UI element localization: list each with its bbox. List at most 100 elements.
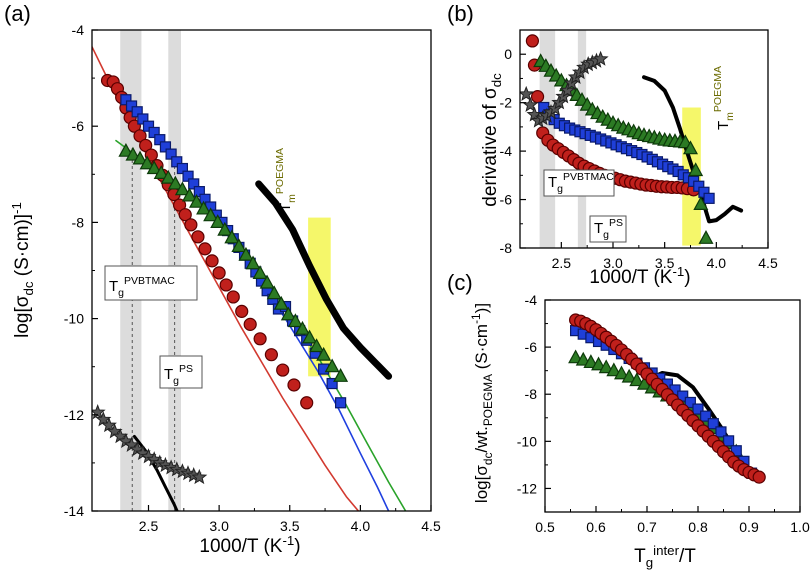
y-axis-label-part: log[σ [12, 295, 33, 338]
data-point [273, 295, 289, 310]
data-point [530, 90, 545, 104]
x-axis-label-part: 1000/T (K [589, 267, 672, 288]
data-point [684, 396, 696, 409]
tg-pvbtmac-label-part: T [109, 278, 118, 295]
data-point [316, 346, 332, 361]
data-point [692, 403, 704, 415]
data-point [191, 230, 205, 244]
y-tick-label: -10 [64, 311, 84, 327]
y-axis-label-part: dc [489, 73, 504, 87]
data-point [196, 200, 212, 215]
y-axis-label-part: dc [481, 453, 495, 466]
data-point [171, 156, 183, 168]
y-tick-label: -2 [500, 95, 513, 111]
plot-area [92, 30, 407, 511]
data-point [154, 134, 166, 146]
data-point [165, 148, 177, 160]
series-gray-stars [520, 50, 609, 128]
data-point [326, 377, 338, 390]
data-point [231, 238, 247, 253]
y-tick-label: 0 [504, 46, 512, 62]
series-green-triangles [118, 142, 349, 382]
data-point [302, 329, 318, 344]
plot-area [520, 30, 744, 248]
panel-label: (a) [4, 1, 31, 26]
data-point [139, 155, 155, 170]
data-point [188, 178, 200, 190]
data-point [266, 285, 282, 300]
tg-ps-label-part: T [594, 220, 603, 237]
series-green-triangles [533, 53, 714, 244]
series-line-blue-fit [125, 98, 390, 511]
data-point [575, 351, 591, 366]
data-point [592, 50, 609, 66]
data-point [752, 470, 766, 484]
tg-ps-label-part: g [603, 229, 609, 241]
data-point [226, 290, 240, 304]
data-point [189, 193, 205, 208]
data-point [309, 338, 325, 353]
data-point [224, 229, 240, 244]
tm-poegma-label-part: m [724, 112, 736, 121]
data-point [159, 141, 172, 153]
data-point [178, 208, 192, 222]
x-tick-label: 3.0 [603, 255, 623, 271]
y-axis-label: log[σdc (S·cm)]-1 [9, 202, 36, 338]
x-axis-label-part: ) [684, 267, 690, 288]
data-point [132, 150, 148, 165]
panel-label: (c) [447, 270, 473, 295]
y-tick-label: -12 [64, 407, 84, 423]
data-point [125, 100, 138, 112]
data-point [253, 332, 267, 346]
y-tick-label: -4 [525, 292, 538, 308]
data-point [235, 304, 249, 318]
data-point [174, 181, 190, 196]
tg-pvbtmac-label-part: g [557, 183, 563, 195]
x-tick-label: 2.5 [139, 518, 159, 534]
plot-area [568, 313, 766, 484]
data-point [142, 120, 155, 132]
data-point [167, 175, 183, 190]
tg-ps-box [159, 355, 203, 389]
y-tick-label: -8 [525, 386, 538, 402]
data-point [146, 160, 162, 175]
data-point [703, 192, 715, 204]
tg-pvbtmac-label-part: PVBTMAC [124, 275, 175, 287]
series-blue-squares [538, 101, 715, 204]
x-axis-label: 1000/T (K-1) [199, 533, 300, 557]
panel-2: 0.5 0.6 0.7 0.8 0.9 1.0 -4 -6 -8 -10 -12 (c) Tginter… [447, 270, 810, 570]
x-axis-label-part: T [634, 546, 646, 567]
x-axis-label: Tginter/T [634, 543, 696, 570]
band-2 [308, 217, 331, 377]
series-line-black-POEGMA [255, 180, 393, 380]
series-red-circles [568, 313, 766, 484]
data-point [245, 255, 261, 270]
x-tick-label: 4.5 [421, 518, 441, 534]
data-point [682, 140, 699, 155]
data-point [629, 372, 645, 387]
data-point [210, 214, 226, 228]
axes-frame [519, 29, 769, 249]
x-tick-label: 0.9 [739, 519, 759, 535]
y-tick-label: -10 [517, 433, 537, 449]
data-point [212, 266, 226, 280]
data-point [700, 410, 712, 422]
data-point [160, 169, 176, 184]
data-point [335, 397, 347, 409]
data-point [324, 358, 340, 373]
y-axis-label-part: log[σ [472, 465, 491, 503]
x-axis-label-part: -1 [282, 533, 294, 548]
x-tick-label: 2.5 [552, 255, 572, 271]
y-tick-label: -6 [500, 192, 513, 208]
data-point [280, 306, 296, 321]
tm-poegma-label: TmPOEGMA [274, 148, 298, 212]
tm-poegma-label-part: m [286, 194, 298, 203]
data-point [259, 274, 275, 289]
tm-poegma-label-part: POEGMA [274, 148, 286, 194]
data-point [264, 348, 278, 362]
tg-pvbtmac-label-part: g [118, 287, 124, 299]
y-axis-label-part: POEGMA [481, 374, 495, 426]
x-tick-label: 1.0 [790, 519, 810, 535]
x-tick-label: 3.5 [280, 518, 300, 534]
data-point [693, 196, 709, 210]
